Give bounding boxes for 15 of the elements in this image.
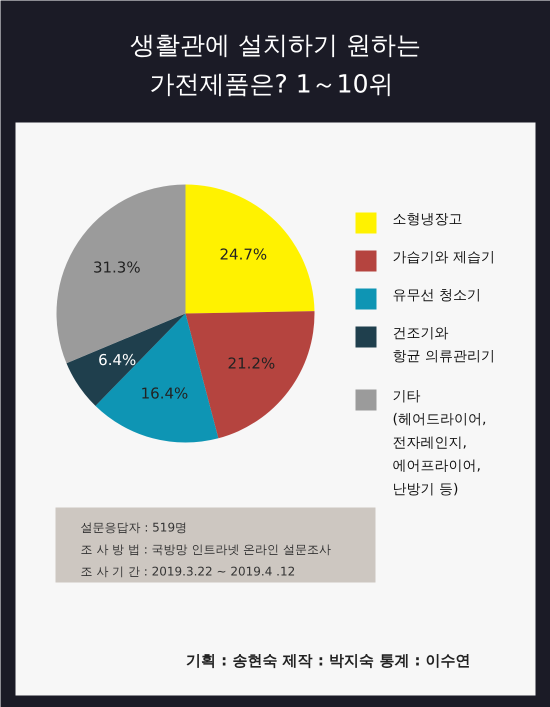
text: 조 사 방 법 : 국방망 인트라넷 온라인 설문조사 — [80, 542, 332, 556]
data-label: 6.4% — [98, 350, 136, 369]
text: 기획 : 송현숙 제작 : 박지숙 통계 : 이수연 — [186, 652, 471, 670]
legend-label: 가습기와 제습기 — [392, 250, 495, 266]
legend-label: 소형냉장고 — [392, 212, 462, 228]
text: 설문응답자 : 519명 — [80, 520, 188, 534]
legend-label: 기타 (헤어드라이어, 전자레인지, 에어프라이어, 난방기 등) — [392, 388, 486, 498]
legend-label: 건조기와 항균 의류관리기 — [392, 326, 495, 365]
text: 조 사 기 간 : 2019.3.22 ~ 2019.4 .12 — [80, 564, 296, 578]
chart-title: 생활관에 설치하기 원하는 가전제품은? 1～10위 — [130, 30, 421, 99]
data-label: 31.3% — [92, 258, 141, 277]
legend-label: 유무선 청소기 — [392, 288, 481, 304]
data-label: 24.7% — [220, 246, 268, 264]
data-label: 21.2% — [228, 354, 276, 372]
data-label: 16.4% — [140, 384, 188, 402]
